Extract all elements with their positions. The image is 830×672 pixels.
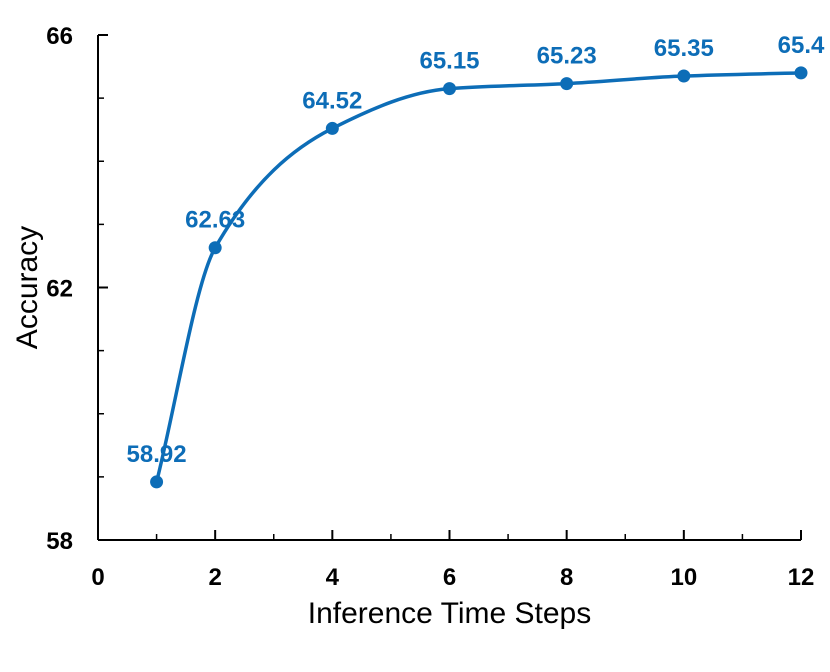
data-label: 65.35 bbox=[654, 35, 714, 62]
data-label: 65.15 bbox=[419, 48, 479, 75]
data-point bbox=[677, 69, 691, 83]
y-axis-title: Accuracy bbox=[11, 226, 44, 349]
data-point bbox=[325, 121, 339, 135]
y-tick-label: 62 bbox=[46, 276, 73, 303]
x-tick-label: 12 bbox=[788, 564, 815, 591]
data-label: 65.23 bbox=[537, 43, 597, 70]
x-tick-label: 10 bbox=[670, 564, 697, 591]
data-point bbox=[208, 241, 222, 255]
data-label: 64.52 bbox=[302, 87, 362, 114]
tick-labels: 0 2 4 6 8 10 12 58 62 66 bbox=[46, 23, 814, 591]
x-tick-label: 8 bbox=[560, 564, 573, 591]
series-line bbox=[154, 71, 802, 483]
data-points bbox=[150, 66, 808, 489]
data-label: 65.4 bbox=[778, 32, 825, 59]
data-point bbox=[560, 77, 574, 91]
y-tick-label: 66 bbox=[46, 23, 73, 50]
data-label: 58.92 bbox=[127, 441, 187, 468]
data-point bbox=[443, 82, 456, 96]
x-tick-label: 6 bbox=[443, 564, 456, 591]
x-tick-label: 4 bbox=[326, 564, 340, 591]
axes bbox=[97, 35, 801, 541]
x-tick-label: 2 bbox=[208, 564, 221, 591]
x-axis-title: Inference Time Steps bbox=[308, 597, 591, 630]
data-point bbox=[794, 66, 808, 80]
data-point bbox=[150, 475, 164, 489]
data-label: 62.63 bbox=[185, 207, 245, 234]
tick-marks bbox=[97, 34, 802, 541]
data-labels: 58.92 62.63 64.52 65.15 65.23 65.35 65.4 bbox=[127, 32, 825, 468]
y-tick-label: 58 bbox=[46, 528, 73, 555]
x-tick-label: 0 bbox=[91, 564, 104, 591]
